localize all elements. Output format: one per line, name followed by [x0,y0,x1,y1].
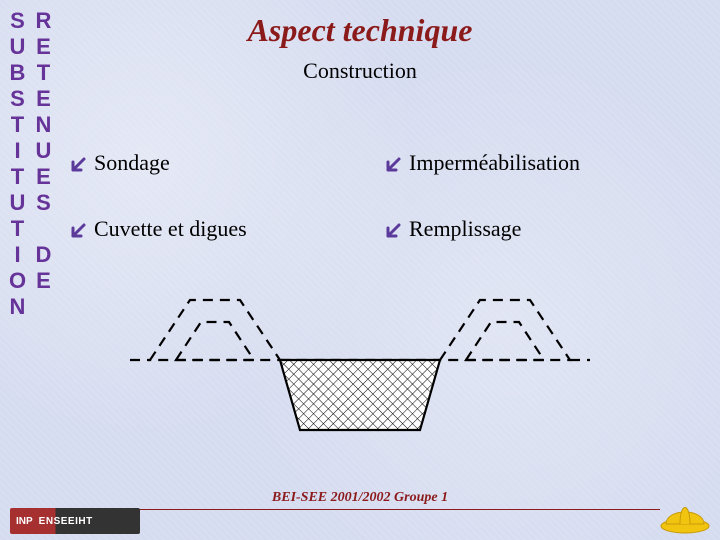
bullet-item: Remplissage [385,216,680,242]
bullet-item: Cuvette et digues [70,216,365,242]
arrow-down-left-icon [385,153,405,173]
main-title: Aspect technique [0,12,720,49]
bullet-label: Cuvette et digues [94,216,247,242]
slide: RETENUES DE SUBSTITUTION Aspect techniqu… [0,0,720,540]
arrow-down-left-icon [385,219,405,239]
logo-text-enseeiht: ENSEEIHT [39,516,93,527]
bullet-item: Imperméabilisation [385,150,680,176]
side-title: RETENUES DE SUBSTITUTION [4,8,56,540]
arrow-down-left-icon [70,219,90,239]
footer-text: BEI-SEE 2001/2002 Groupe 1 [0,490,720,506]
bullet-label: Sondage [94,150,170,176]
bullet-grid: Sondage Imperméabilisation Cuvette et di… [70,150,680,242]
sub-title: Construction [0,58,720,84]
bullet-label: Imperméabilisation [409,150,580,176]
logo-text-inp: INP [16,516,33,527]
arrow-down-left-icon [70,153,90,173]
bullet-item: Sondage [70,150,365,176]
logo-inp-enseeiht: INP ENSEEIHT [10,508,140,534]
cross-section-diagram [130,290,590,450]
bullet-label: Remplissage [409,216,521,242]
hardhat-icon [658,496,712,536]
